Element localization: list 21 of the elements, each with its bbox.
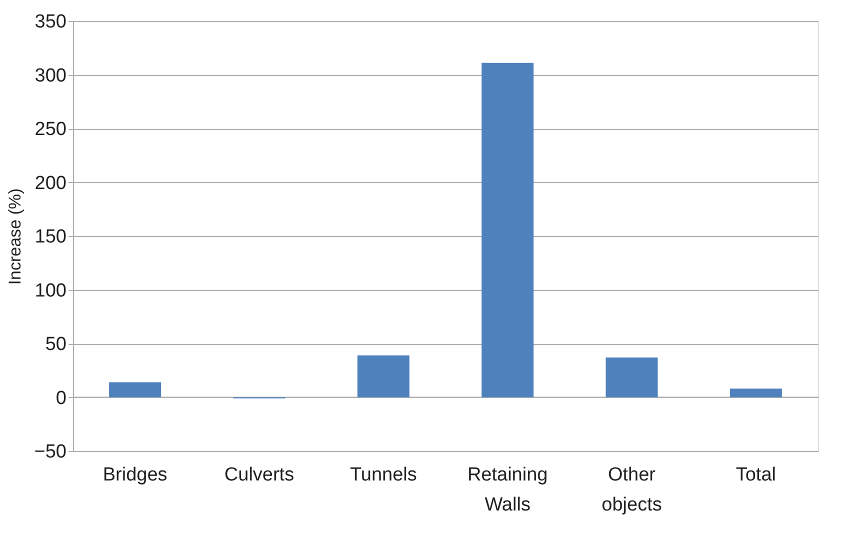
x-tick-label: Bridges bbox=[102, 464, 168, 486]
x-tick-label: Tunnels bbox=[350, 464, 417, 486]
y-axis-title: Increase (%) bbox=[5, 188, 24, 285]
y-tick-label: 150 bbox=[34, 226, 66, 248]
x-tick-label: Retaining Walls bbox=[467, 464, 548, 516]
y-tick-label: 0 bbox=[56, 388, 66, 409]
x-tick-label: Other objects bbox=[602, 464, 662, 516]
bar bbox=[109, 382, 162, 398]
bar bbox=[730, 388, 782, 398]
y-tick-label: 200 bbox=[34, 172, 66, 194]
y-tick-label: 50 bbox=[45, 334, 66, 355]
x-tick-label: Total bbox=[736, 464, 776, 486]
bar bbox=[606, 357, 658, 398]
y-tick-label: −50 bbox=[34, 442, 66, 462]
y-tick-label: 250 bbox=[34, 119, 66, 140]
y-tick-label: 100 bbox=[34, 280, 66, 302]
y-tick-label: 350 bbox=[34, 12, 66, 32]
bar bbox=[357, 355, 410, 398]
y-tick-label: 300 bbox=[34, 65, 66, 86]
bar bbox=[482, 62, 534, 398]
x-tick-label: Culverts bbox=[224, 464, 294, 486]
